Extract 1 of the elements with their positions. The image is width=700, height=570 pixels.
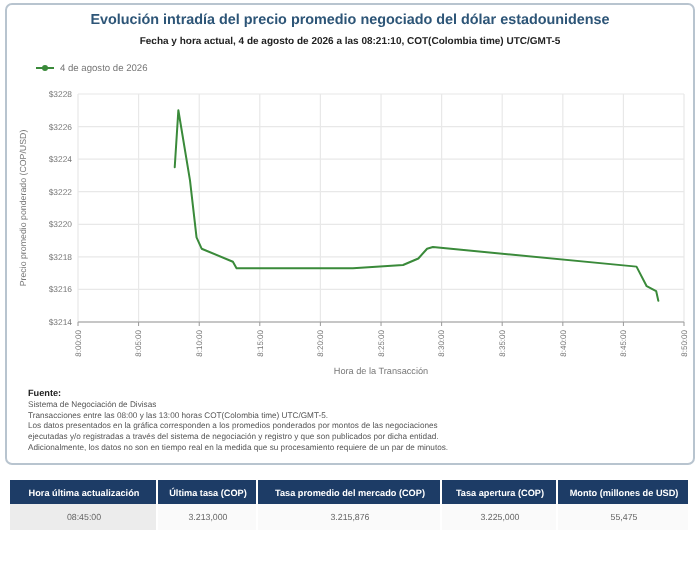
- line-series: [173, 109, 660, 302]
